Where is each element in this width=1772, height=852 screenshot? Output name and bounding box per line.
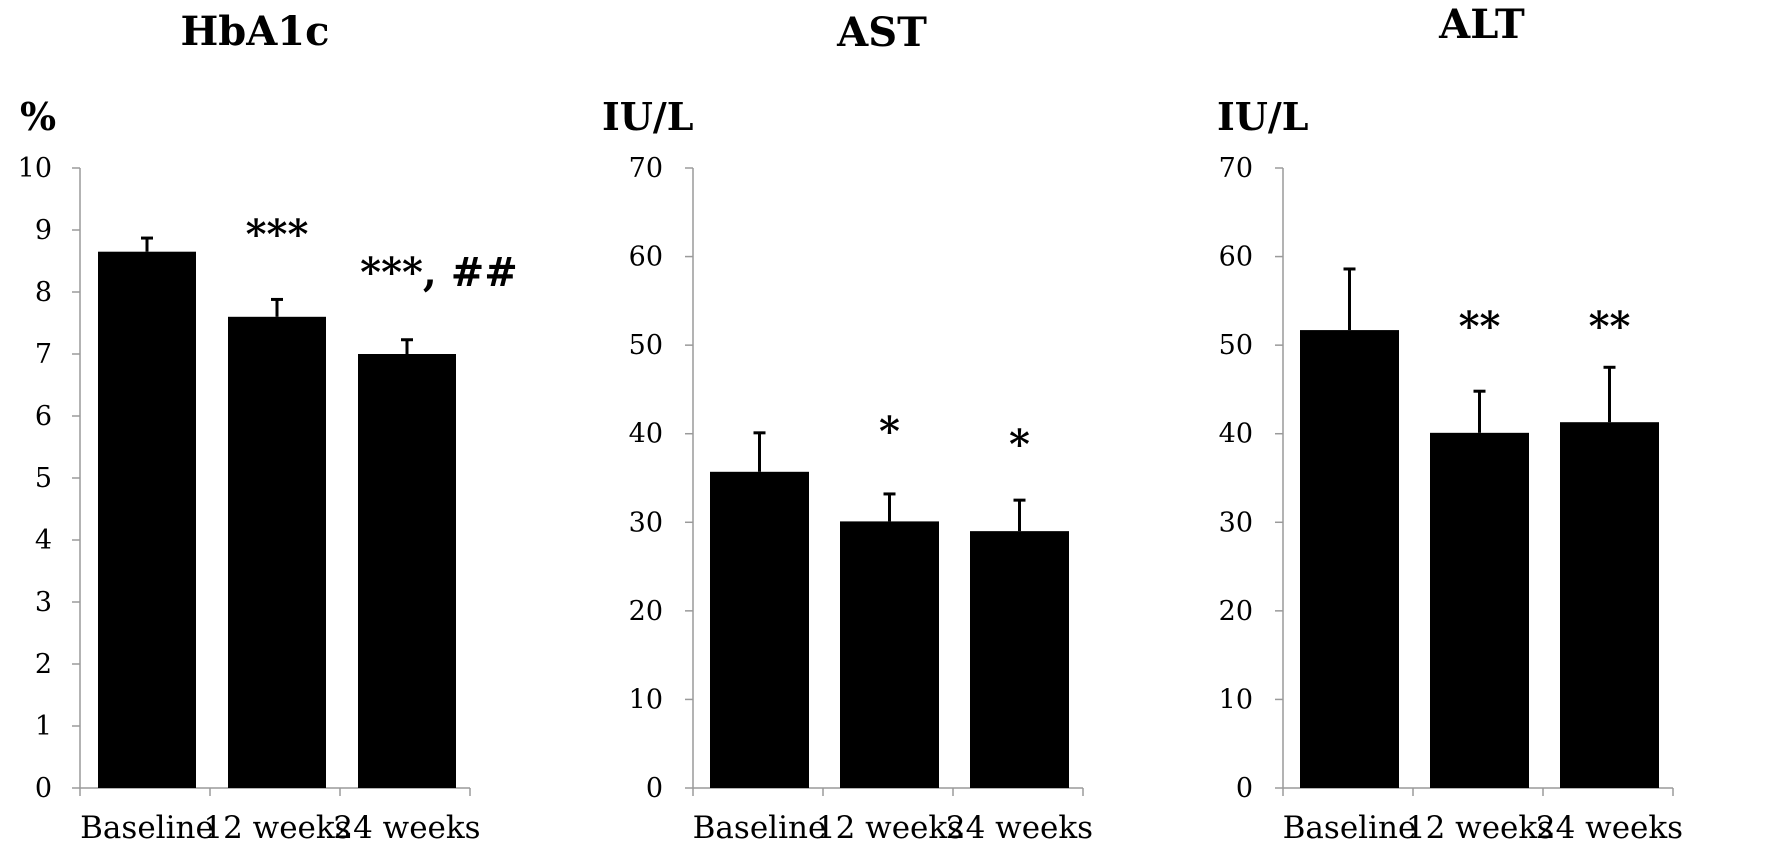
significance-label: ***, ## — [360, 249, 518, 296]
y-tick-label: 70 — [1219, 153, 1253, 184]
bar — [840, 521, 939, 788]
bar — [710, 471, 809, 788]
x-category-label: 12 weeks — [1406, 810, 1553, 846]
x-category-label: Baseline — [693, 810, 827, 846]
y-tick-label: 1 — [35, 711, 52, 742]
y-tick-label: 0 — [646, 773, 663, 804]
y-axis-unit: IU/L — [1217, 94, 1309, 139]
y-tick-label: 6 — [35, 401, 52, 432]
y-tick-label: 50 — [629, 330, 663, 361]
significance-label: * — [1009, 421, 1030, 468]
bar — [98, 251, 196, 788]
y-tick-label: 40 — [629, 419, 663, 450]
y-tick-label: 5 — [35, 463, 52, 494]
bar — [1300, 330, 1399, 788]
bar — [970, 531, 1069, 788]
x-category-label: Baseline — [80, 810, 214, 846]
y-tick-label: 60 — [1219, 242, 1253, 273]
y-axis-unit: IU/L — [602, 94, 694, 139]
y-tick-label: 40 — [1219, 419, 1253, 450]
x-category-label: Baseline — [1283, 810, 1417, 846]
y-tick-label: 70 — [629, 153, 663, 184]
y-tick-label: 0 — [1236, 773, 1253, 804]
significance-label: * — [879, 408, 900, 455]
significance-label: *** — [246, 211, 309, 258]
y-tick-label: 50 — [1219, 330, 1253, 361]
y-tick-label: 10 — [18, 153, 52, 184]
y-tick-label: 20 — [1219, 596, 1253, 627]
x-category-label: 12 weeks — [816, 810, 963, 846]
x-category-label: 24 weeks — [946, 810, 1093, 846]
y-tick-label: 4 — [35, 525, 52, 556]
bar — [228, 316, 326, 788]
y-tick-label: 20 — [629, 596, 663, 627]
bar — [1560, 422, 1659, 788]
x-category-label: 24 weeks — [333, 810, 480, 846]
y-tick-label: 7 — [35, 339, 52, 370]
y-tick-label: 8 — [35, 277, 52, 308]
chart-title: ALT — [1438, 1, 1525, 48]
y-tick-label: 0 — [35, 773, 52, 804]
significance-label: ** — [1589, 303, 1631, 350]
bar — [358, 354, 456, 788]
bar — [1430, 432, 1529, 788]
y-tick-label: 2 — [35, 649, 52, 680]
y-tick-label: 30 — [1219, 507, 1253, 538]
significance-label: ** — [1459, 303, 1501, 350]
chart-title: HbA1c — [181, 8, 330, 55]
y-tick-label: 60 — [629, 242, 663, 273]
y-tick-label: 30 — [629, 507, 663, 538]
y-axis-unit: % — [20, 94, 56, 139]
y-tick-label: 10 — [1219, 684, 1253, 715]
y-tick-label: 10 — [629, 684, 663, 715]
chart-title: AST — [836, 9, 927, 56]
y-tick-label: 3 — [35, 587, 52, 618]
y-tick-label: 9 — [35, 215, 52, 246]
x-category-label: 24 weeks — [1536, 810, 1683, 846]
x-category-label: 12 weeks — [203, 810, 350, 846]
